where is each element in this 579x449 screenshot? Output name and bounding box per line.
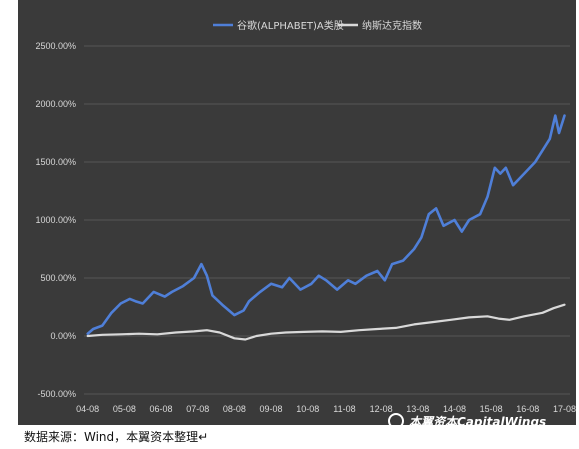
x-tick-label: 09-08 bbox=[260, 404, 283, 414]
x-tick-label: 13-08 bbox=[406, 404, 429, 414]
x-tick-label: 16-08 bbox=[516, 404, 539, 414]
series-line-alphabet bbox=[86, 114, 566, 336]
x-tick-label: 14-08 bbox=[443, 404, 466, 414]
y-axis-ticks: 2500.00% 2000.00% 1500.00% 1000.00% 500.00% 0… bbox=[35, 41, 76, 399]
legend: 谷歌(ALPHABET)A类股 纳斯达克指数 bbox=[213, 19, 422, 32]
y-tick-label: 2000.00% bbox=[35, 99, 76, 109]
legend-label: 纳斯达克指数 bbox=[362, 19, 422, 32]
watermark-text: 本翼资本CapitalWings bbox=[409, 414, 547, 429]
series-lines bbox=[86, 114, 566, 341]
y-tick-label: 1000.00% bbox=[35, 215, 76, 225]
x-tick-label: 08-08 bbox=[223, 404, 246, 414]
y-tick-label: 0.00% bbox=[50, 331, 76, 341]
x-axis-ticks: 04-08 05-08 06-08 07-08 08-08 09-08 10-08 11-08… bbox=[76, 404, 576, 414]
watermark: 本翼资本CapitalWings bbox=[388, 410, 546, 432]
y-tick-label: 1500.00% bbox=[35, 157, 76, 167]
x-tick-label: 11-08 bbox=[333, 404, 355, 414]
x-tick-label: 10-08 bbox=[296, 404, 319, 414]
y-tick-label: 500.00% bbox=[40, 273, 76, 283]
x-tick-label: 06-08 bbox=[150, 404, 173, 414]
x-tick-label: 07-08 bbox=[186, 404, 209, 414]
series-line-nasdaq bbox=[86, 303, 566, 341]
x-tick-label: 17-08 bbox=[553, 404, 576, 414]
chart-panel: 谷歌(ALPHABET)A类股 纳斯达克指数 2500.00% 2000.00% 15… bbox=[18, 0, 576, 425]
source-note: 数据来源：Wind，本翼资本整理↵ bbox=[24, 430, 209, 444]
x-tick-label: 05-08 bbox=[113, 404, 136, 414]
x-tick-label: 15-08 bbox=[480, 404, 503, 414]
wechat-logo-icon bbox=[388, 413, 404, 429]
y-tick-label: -500.00% bbox=[37, 389, 76, 399]
y-tick-label: 2500.00% bbox=[35, 41, 76, 51]
x-tick-label: 12-08 bbox=[370, 404, 393, 414]
line-chart: 谷歌(ALPHABET)A类股 纳斯达克指数 2500.00% 2000.00% 15… bbox=[35, 19, 576, 414]
legend-label: 谷歌(ALPHABET)A类股 bbox=[237, 19, 344, 32]
x-tick-label: 04-08 bbox=[76, 404, 99, 414]
grid-lines bbox=[84, 45, 570, 395]
